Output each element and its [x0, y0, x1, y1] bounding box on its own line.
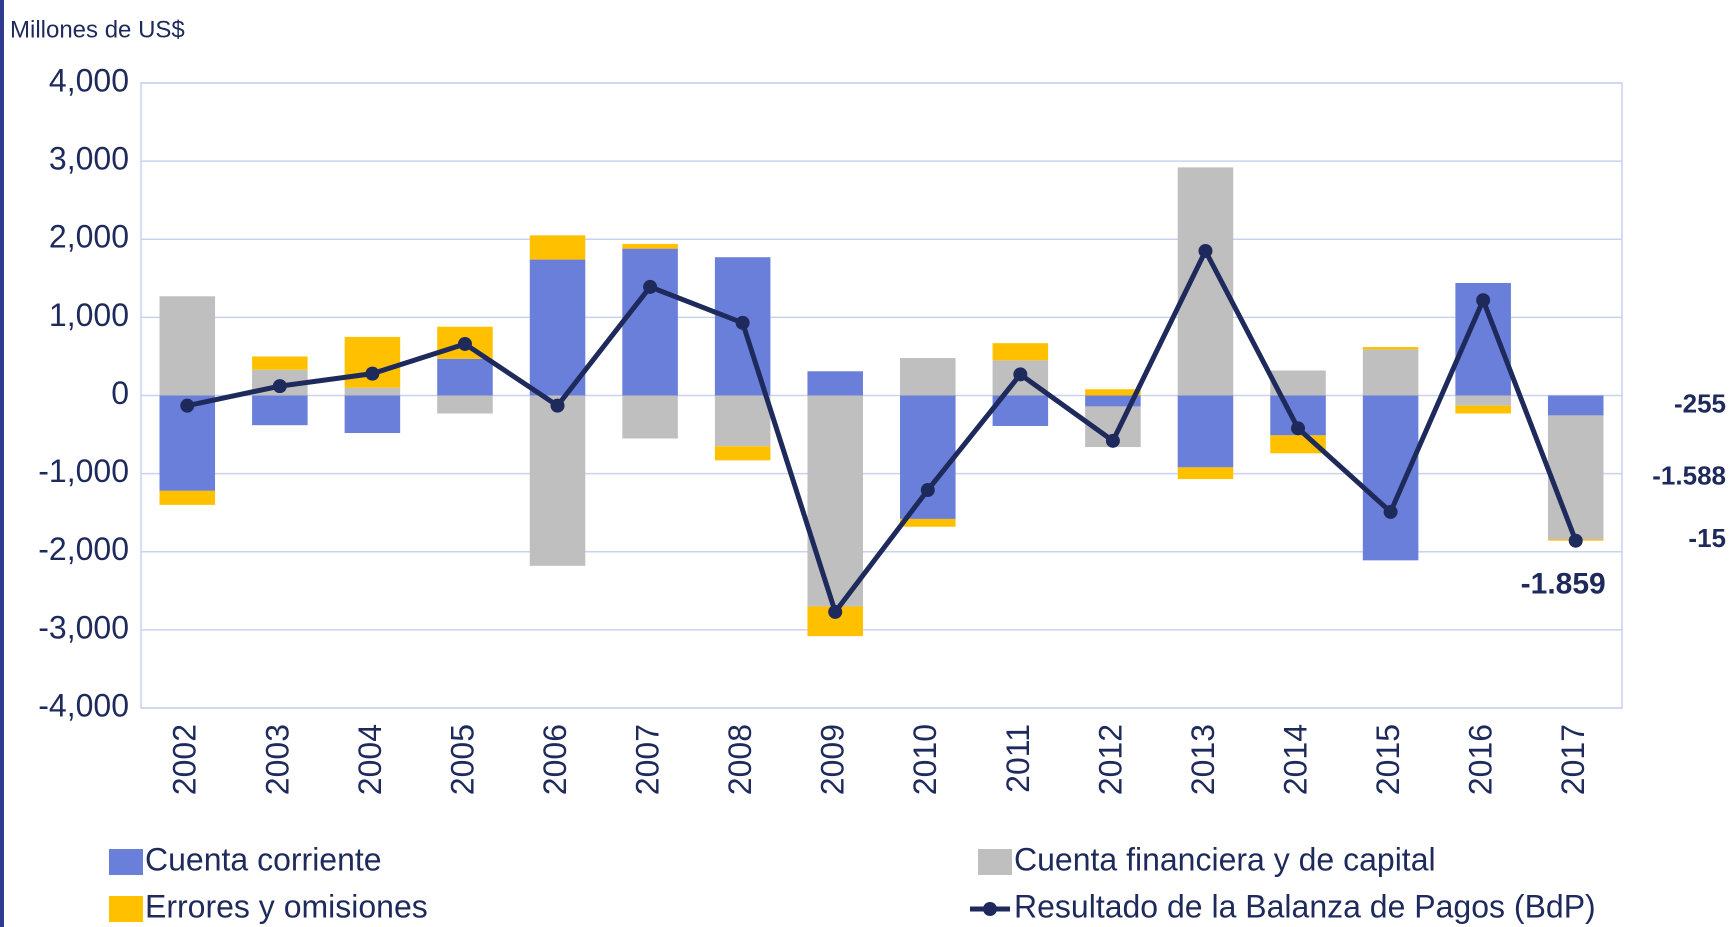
x-tick-label: 2005: [444, 724, 480, 795]
bar-segment: [900, 518, 956, 527]
value-label: -1.588: [1652, 460, 1726, 490]
bar-segment: [1362, 347, 1419, 350]
legend-label: Errores y omisiones: [145, 888, 428, 924]
bar-segment: [437, 358, 493, 396]
bar-segment: [992, 343, 1049, 361]
y-tick-label: 1,000: [49, 297, 129, 333]
bar-segment: [1177, 167, 1234, 396]
line: [186, 245, 1579, 618]
bar-segment: [344, 395, 401, 433]
bar-segment: [1455, 395, 1511, 406]
bar-segment: [344, 387, 401, 396]
bar-segment: [159, 296, 216, 396]
y-tick-label: -2,000: [38, 531, 129, 567]
bar-segment: [1085, 395, 1141, 407]
line-point: [180, 398, 195, 413]
bar-segment: [529, 259, 586, 396]
x-tick-label: 2009: [815, 724, 851, 795]
bar-segment: [1177, 395, 1234, 468]
x-tick-label: 2011: [1000, 724, 1036, 793]
line-point: [1291, 421, 1306, 436]
bar-segment: [1362, 395, 1419, 561]
bar-segment: [1362, 349, 1419, 396]
y-tick-label: 3,000: [49, 141, 129, 177]
line-point: [1198, 243, 1213, 258]
x-tick-label: 2003: [259, 724, 295, 795]
bar-segment: [159, 490, 216, 505]
value-label: -15: [1688, 523, 1726, 553]
legend-marker: [983, 902, 997, 916]
line-point: [920, 483, 935, 498]
x-tick-label: 2013: [1185, 724, 1221, 795]
line-point: [457, 336, 472, 351]
bar-segment: [622, 248, 678, 396]
line-point: [272, 379, 287, 394]
line-point: [1105, 433, 1120, 448]
line-point: [1383, 504, 1398, 519]
line-point: [365, 366, 380, 381]
bar-segment: [437, 395, 493, 414]
x-tick-label: 2002: [167, 724, 203, 795]
y-tick-label: -3,000: [38, 609, 129, 645]
bar-segment: [529, 235, 586, 260]
bar-segment: [714, 395, 771, 447]
value-label: -255: [1674, 388, 1726, 418]
bar-segment: [807, 371, 863, 396]
bar-segment: [1085, 389, 1141, 396]
bar-segment: [252, 356, 308, 370]
line-point: [1013, 367, 1028, 382]
line-point: [550, 398, 565, 413]
bar-segment: [252, 395, 308, 426]
x-tick-label: 2017: [1555, 724, 1591, 795]
bar-segment: [622, 395, 678, 439]
bar-segment: [1547, 415, 1604, 540]
x-tick-label: 2014: [1277, 724, 1313, 795]
x-tick-label: 2010: [907, 724, 943, 795]
legend-swatch: [109, 896, 143, 922]
x-tick-label: 2004: [352, 724, 388, 795]
x-tick-label: 2007: [630, 724, 666, 795]
line-point: [828, 604, 843, 619]
bar-segment: [622, 243, 678, 249]
line-point: [735, 315, 750, 330]
x-tick-label: 2012: [1092, 724, 1128, 795]
bar-segment: [900, 358, 956, 396]
y-tick-label: -1,000: [38, 453, 129, 489]
x-tick-label: 2008: [722, 724, 758, 795]
legend-label: Cuenta corriente: [145, 841, 382, 877]
x-tick-label: 2006: [537, 724, 573, 795]
bar-segment: [714, 446, 771, 461]
bar-segment: [900, 395, 956, 519]
line-point: [643, 279, 658, 294]
y-tick-label: -4,000: [38, 687, 129, 723]
x-tick-label: 2016: [1463, 724, 1499, 795]
x-tick-label: 2015: [1370, 724, 1406, 795]
legend-swatch: [978, 849, 1012, 875]
value-label: -1.859: [1521, 568, 1606, 601]
bar-segment: [1177, 467, 1234, 480]
line-point: [1476, 293, 1491, 308]
bar-segment: [529, 395, 586, 566]
bar-segment: [807, 395, 863, 607]
line-point: [1568, 533, 1583, 548]
bar-segment: [1547, 395, 1604, 416]
y-tick-label: 4,000: [49, 62, 129, 98]
legend-label: Resultado de la Balanza de Pagos (BdP): [1014, 888, 1596, 924]
y-axis-title: Millones de US$: [10, 16, 185, 43]
y-tick-label: 0: [111, 375, 129, 411]
legend-swatch: [109, 849, 143, 875]
legend-label: Cuenta financiera y de capital: [1014, 841, 1436, 877]
y-tick-label: 2,000: [49, 219, 129, 255]
bar-segment: [1455, 405, 1511, 414]
